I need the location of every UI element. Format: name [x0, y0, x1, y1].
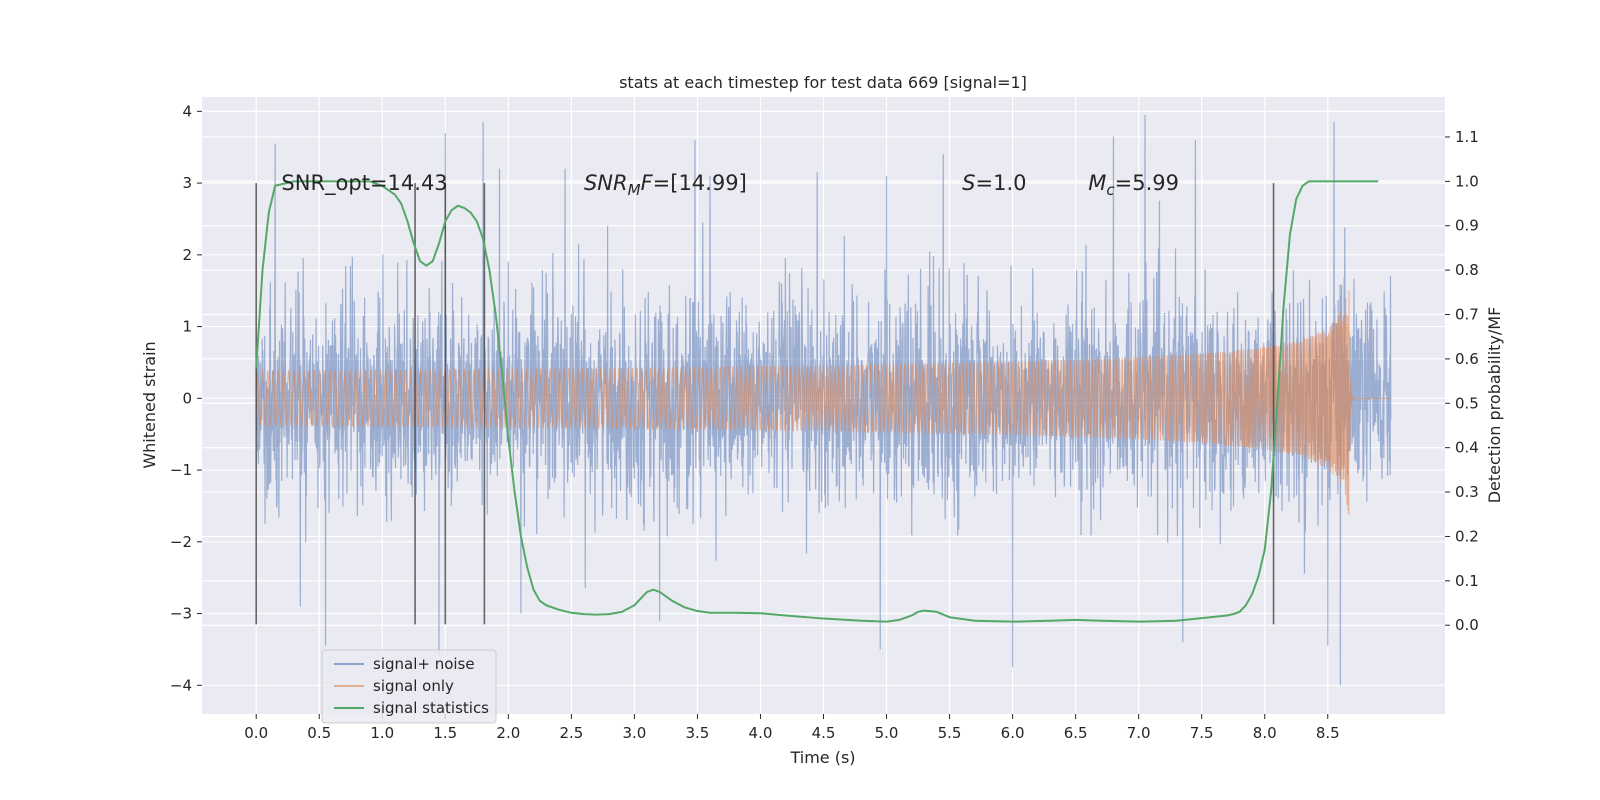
annotation-s-value: S=1.0 [962, 171, 1026, 195]
annotation-part: =[14.99] [653, 171, 747, 195]
x-tick-label: 8.0 [1253, 724, 1277, 742]
y-left-axis-ticks: 4 3 2 1 0 −1 −2 −3 −4 [170, 102, 202, 694]
y-left-tick-label: 1 [182, 318, 192, 336]
y-right-axis-label: Detection probability/MF [1485, 307, 1504, 504]
annotation-part: SNR_opt=14.43 [281, 171, 447, 196]
y-left-tick-label: 0 [182, 389, 192, 407]
x-tick-label: 6.5 [1064, 724, 1088, 742]
x-tick-label: 3.5 [686, 724, 710, 742]
y-right-tick-label: 0.4 [1455, 439, 1479, 457]
y-right-tick-label: 0.5 [1455, 394, 1479, 412]
annotations: SNR_opt=14.43 SNRMF=[14.99] S=1.0 Mc=5.99 [281, 171, 1179, 199]
x-tick-label: 7.0 [1127, 724, 1151, 742]
y-left-tick-label: 2 [182, 246, 192, 264]
x-tick-label: 1.0 [370, 724, 394, 742]
y-right-tick-label: 0.6 [1455, 350, 1479, 368]
annotation-part: =1.0 [976, 171, 1027, 195]
x-tick-label: 1.5 [433, 724, 457, 742]
annotation-part: M [1088, 171, 1106, 195]
vertical-marker-lines [255, 183, 1275, 625]
y-right-tick-label: 0.8 [1455, 261, 1479, 279]
signal-statistics-line [255, 180, 1379, 623]
y-right-tick-label: 1.0 [1455, 172, 1479, 190]
y-left-tick-label: 3 [182, 174, 192, 192]
legend-box [321, 649, 497, 724]
y-right-tick-label: 0.1 [1455, 572, 1479, 590]
x-tick-label: 2.0 [496, 724, 520, 742]
x-tick-label: 0.5 [307, 724, 331, 742]
annotation-part: S [962, 171, 975, 195]
y-left-tick-label: −2 [170, 533, 192, 551]
x-tick-label: 4.0 [749, 724, 773, 742]
x-tick-label: 7.5 [1190, 724, 1214, 742]
annotation-mc-value: Mc=5.99 [1088, 171, 1179, 199]
annotation-part: M [628, 181, 641, 199]
y-right-tick-label: 0.9 [1455, 217, 1479, 235]
y-right-axis-ticks: 1.1 1.0 0.9 0.8 0.7 0.6 0.5 0.4 0.3 0.2 0.1 0.0 [1445, 128, 1479, 634]
y-left-tick-label: 4 [182, 102, 192, 120]
annotation-part: =5.99 [1115, 171, 1179, 195]
y-left-axis-label: Whitened strain [140, 341, 159, 468]
x-axis-ticks: 0.0 0.5 1.0 1.5 2.0 2.5 3.0 3.5 4.0 4.5 5.0 5.5 6.0 6… [244, 714, 1340, 742]
series-signal-statistics [255, 180, 1379, 623]
legend-label: signal statistics [373, 699, 489, 717]
x-tick-label: 5.5 [938, 724, 962, 742]
x-tick-label: 6.0 [1001, 724, 1025, 742]
chart-title: stats at each timestep for test data 669… [619, 73, 1027, 92]
y-right-tick-label: 0.7 [1455, 306, 1479, 324]
annotation-snr-mf: SNRMF=[14.99] [584, 171, 747, 199]
x-tick-label: 8.5 [1316, 724, 1340, 742]
y-left-tick-label: −4 [170, 676, 192, 694]
y-right-tick-label: 1.1 [1455, 128, 1479, 146]
annotation-part: c [1106, 181, 1115, 199]
y-left-tick-label: −1 [170, 461, 192, 479]
legend: signal+ noise signal only signal statistic… [321, 649, 497, 724]
legend-label: signal+ noise [373, 655, 475, 673]
y-right-tick-label: 0.3 [1455, 483, 1479, 501]
annotation-snr-opt: SNR_opt=14.43 [281, 171, 447, 196]
x-axis-label: Time (s) [789, 748, 855, 767]
y-right-tick-label: 0.0 [1455, 616, 1479, 634]
x-tick-label: 3.0 [622, 724, 646, 742]
legend-label: signal only [373, 677, 454, 695]
x-tick-label: 4.5 [812, 724, 836, 742]
y-left-tick-label: −3 [170, 605, 192, 623]
annotation-part: F [641, 171, 654, 195]
annotation-part: SNR [584, 171, 628, 195]
y-right-tick-label: 0.2 [1455, 527, 1479, 545]
x-tick-label: 0.0 [244, 724, 268, 742]
x-tick-label: 2.5 [559, 724, 583, 742]
x-tick-label: 5.0 [875, 724, 899, 742]
